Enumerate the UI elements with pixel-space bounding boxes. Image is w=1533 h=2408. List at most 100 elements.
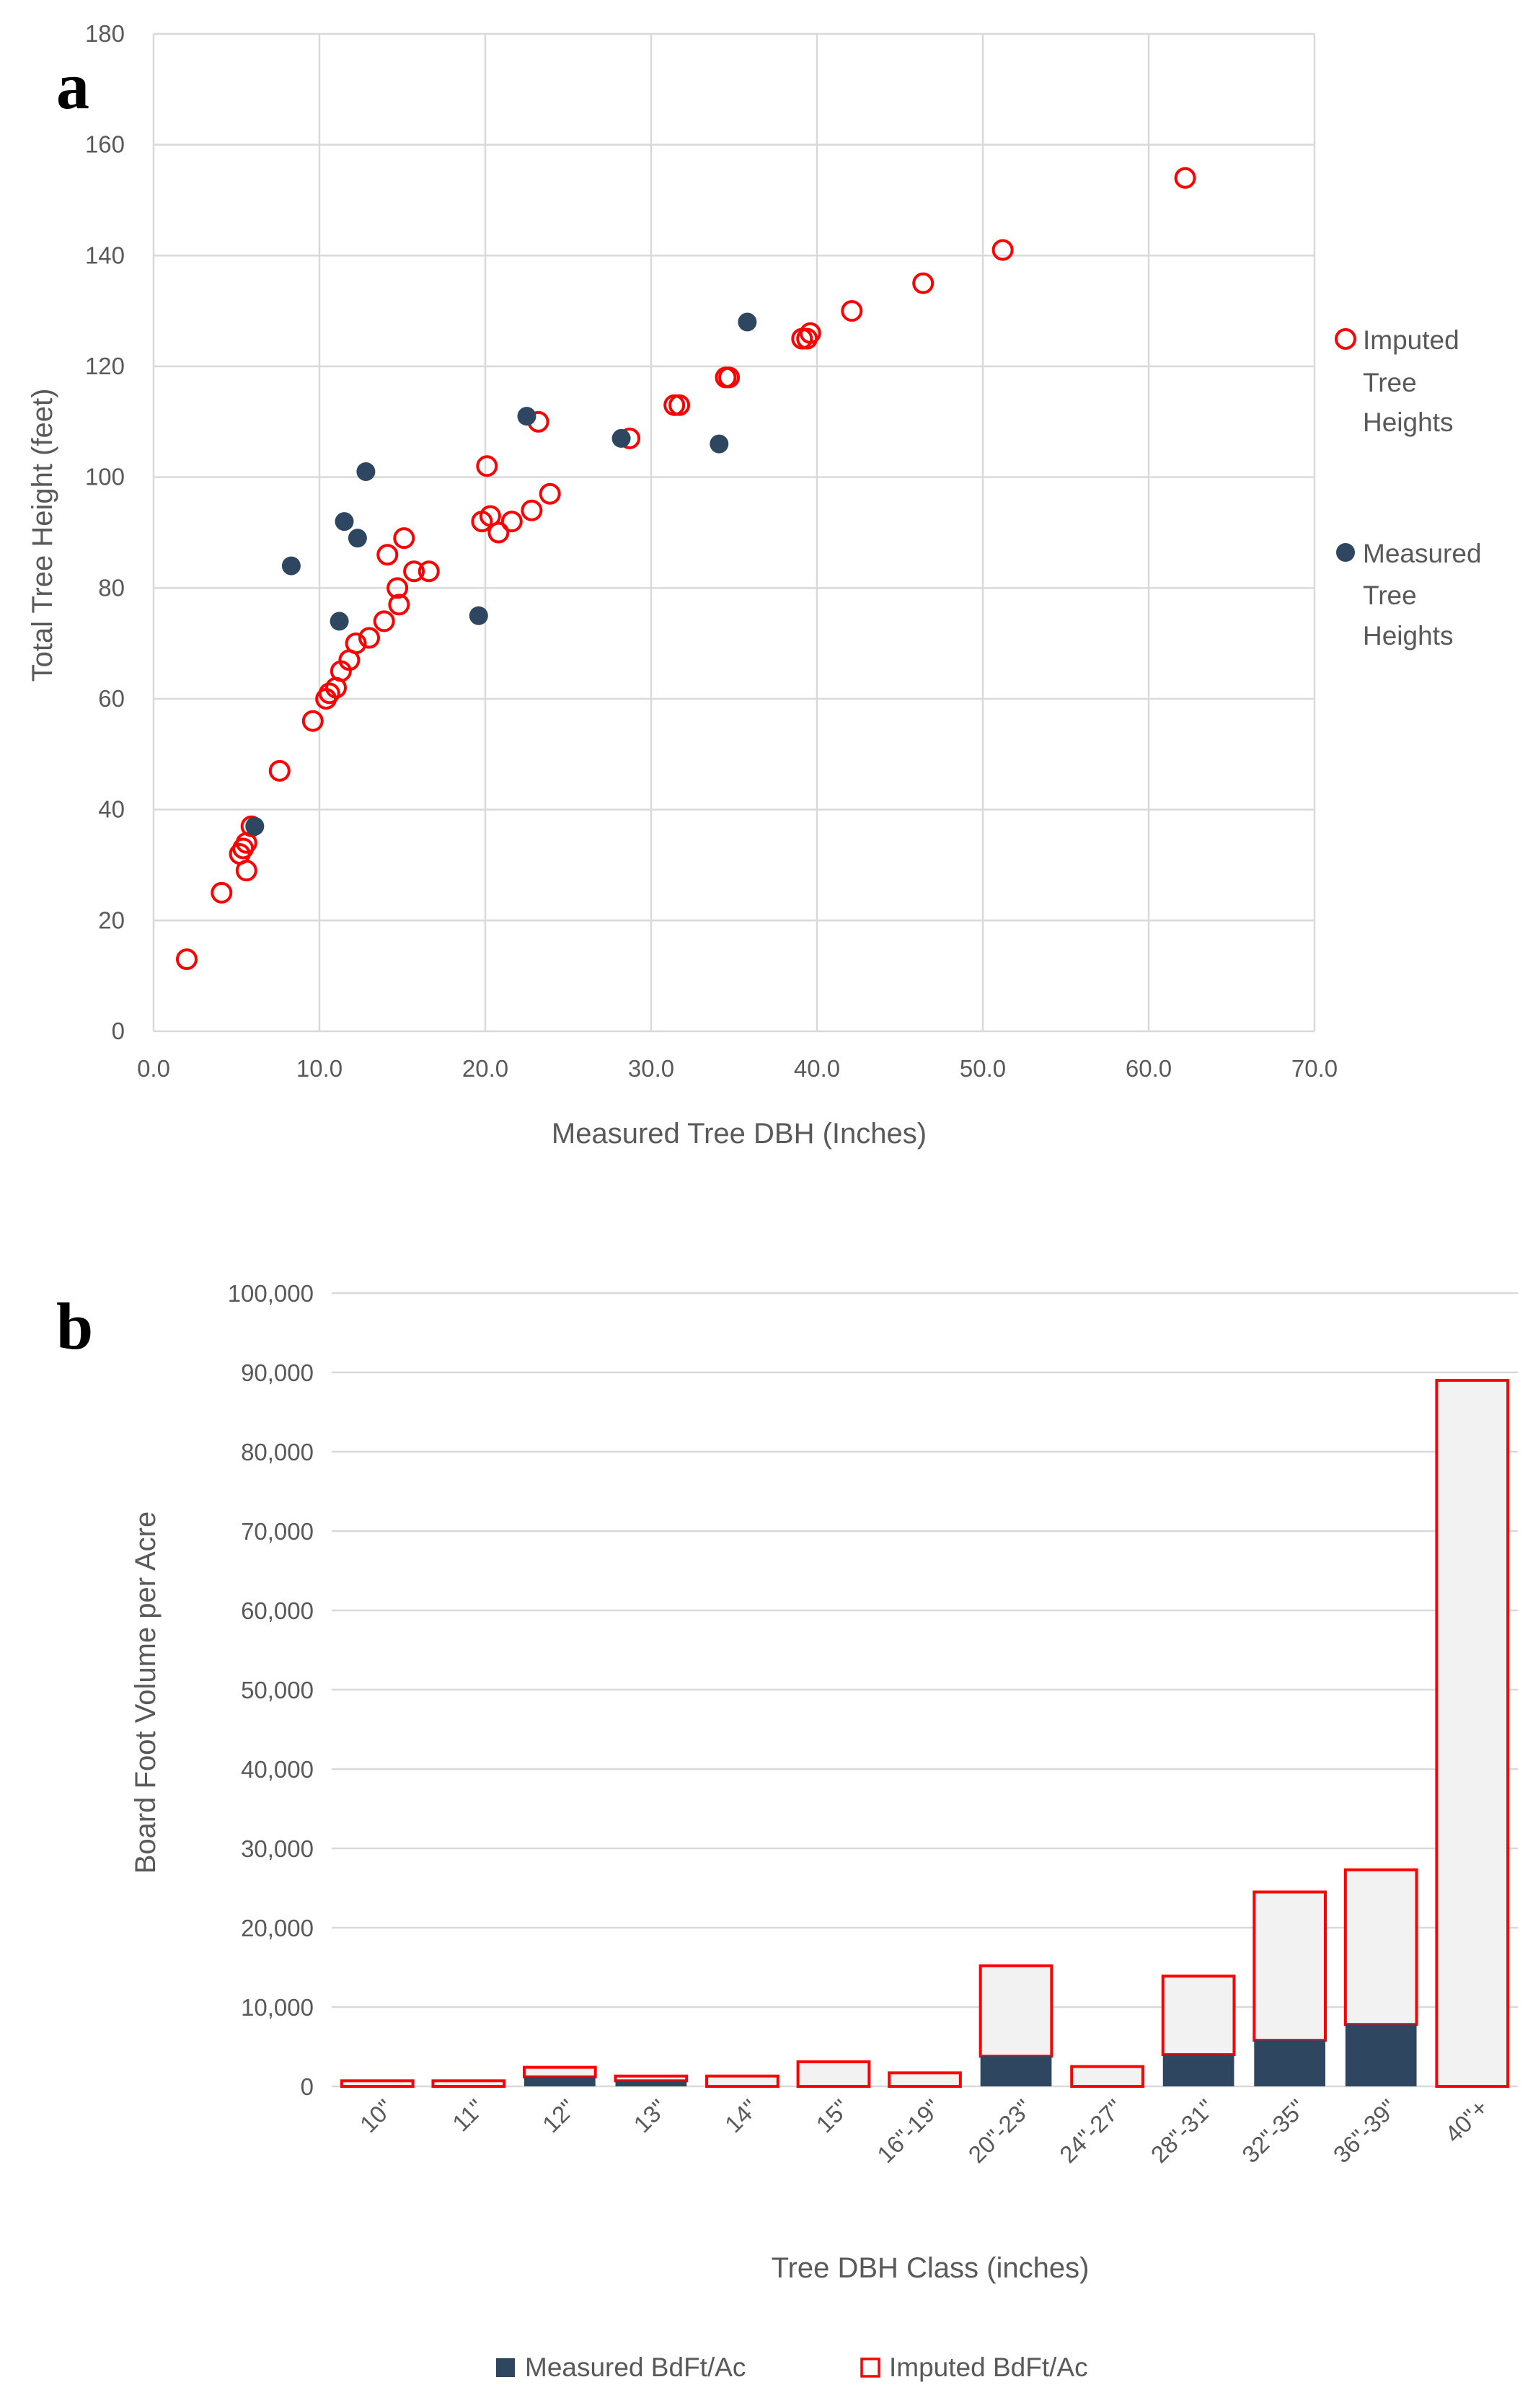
measured-point: [245, 816, 265, 836]
imputed-point: [479, 505, 501, 527]
imputed-point: [345, 632, 367, 655]
scatter-y-tick: 80: [98, 574, 125, 601]
legend-imputed-label: Imputed BdFt/Ac: [889, 2352, 1088, 2382]
legend-measured-line1: Measured: [1363, 539, 1482, 568]
scatter-y-tick: 40: [98, 796, 125, 823]
imputed-point: [388, 594, 410, 616]
bar-x-axis-label: Tree DBH Class (inches): [772, 2252, 1090, 2284]
imputed-point: [211, 881, 233, 904]
measured-bar: [1162, 2055, 1234, 2086]
imputed-point: [539, 482, 561, 505]
imputed-point: [393, 527, 415, 550]
bar-category-label: 32"-35": [1237, 2094, 1310, 2168]
bar-y-tick: 80,000: [241, 1439, 314, 1465]
imputed-point: [799, 322, 821, 344]
legend-imputed-line3: Heights: [1363, 407, 1453, 437]
bar-y-tick: 10,000: [241, 1994, 314, 2021]
measured-point: [348, 529, 367, 548]
scatter-x-tick: 40.0: [794, 1055, 840, 1082]
legend-imputed-swatch: [860, 2358, 880, 2378]
imputed-bar: [1435, 1379, 1510, 2088]
imputed-bar: [614, 2074, 689, 2083]
measured-point: [710, 434, 729, 454]
bar-category-label: 15": [811, 2094, 854, 2138]
legend-imputed-marker: [1335, 328, 1356, 350]
imputed-bar: [1070, 2065, 1144, 2088]
measured-point: [335, 512, 354, 532]
bar-category-labels: 10" 11" 12" 13" 14" 15" 16"-19" 20"-23" 24"-27" 2…: [355, 2094, 1493, 2168]
imputed-bar: [705, 2074, 779, 2088]
measured-point: [330, 612, 349, 631]
scatter-y-tick: 60: [98, 685, 125, 712]
bar-category-label: 12": [537, 2094, 580, 2138]
bar-category-label: 20"-23": [963, 2094, 1037, 2168]
legend-imputed-line1: Imputed: [1363, 325, 1459, 355]
bar-legend: Measured BdFt/Ac Imputed BdFt/Ac: [496, 2352, 1088, 2382]
measured-point: [611, 428, 631, 448]
imputed-point: [500, 511, 523, 533]
imputed-bar: [796, 2060, 871, 2088]
imputed-bar: [522, 2065, 597, 2078]
scatter-legend: Imputed Tree Heights Measured Tree Heigh…: [1335, 325, 1482, 650]
scatter-x-tick: 50.0: [960, 1055, 1006, 1082]
scatter-y-tick: 180: [85, 20, 125, 47]
scatter-y-tick: 100: [85, 464, 125, 490]
scatter-x-tick: 60.0: [1126, 1055, 1172, 1082]
panel-label-b: b: [56, 1289, 93, 1363]
legend-measured-marker: [1336, 543, 1355, 562]
bar-series: [340, 1379, 1510, 2089]
measured-point: [469, 606, 488, 625]
imputed-bar: [1253, 1890, 1327, 2042]
legend-measured-swatch: [496, 2358, 515, 2377]
bar-y-tick: 20,000: [241, 1915, 314, 1941]
scatter-y-axis-label: Total Tree Height (feet): [27, 389, 58, 682]
bar-y-axis-label: Board Foot Volume per Acre: [130, 1512, 162, 1874]
measured-bar: [1345, 2024, 1417, 2086]
imputed-bar: [340, 2079, 415, 2089]
legend-measured-line3: Heights: [1363, 621, 1453, 650]
bar-y-tick: 0: [301, 2073, 314, 2100]
imputed-point: [521, 499, 543, 521]
imputed-point: [386, 577, 409, 599]
imputed-point: [476, 455, 498, 477]
scatter-y-tick: 120: [85, 353, 125, 379]
imputed-point: [841, 300, 863, 322]
bar-y-tick: 90,000: [241, 1359, 314, 1386]
measured-point: [738, 312, 757, 332]
scatter-x-tick: 70.0: [1291, 1055, 1338, 1082]
bar-category-label: 13": [628, 2094, 671, 2138]
scatter-y-tick: 0: [112, 1018, 125, 1044]
scatter-y-tick: 20: [98, 907, 125, 933]
imputed-bar: [1161, 1975, 1236, 2057]
imputed-point: [376, 544, 399, 566]
bar-y-tick: 50,000: [241, 1677, 314, 1703]
scatter-gridlines: [152, 32, 1316, 1033]
scatter-y-tick-labels: 0 20 40 60 80 100 120 140 160 180: [85, 20, 125, 1044]
imputed-bar: [1343, 1868, 1418, 2026]
bar-category-label: 28"-31": [1146, 2094, 1219, 2168]
imputed-bar: [978, 1964, 1053, 2058]
bar-category-label: 40"+: [1440, 2094, 1493, 2148]
imputed-point: [991, 239, 1014, 261]
scatter-points: [176, 167, 1196, 971]
imputed-point: [301, 710, 324, 732]
measured-point: [356, 462, 376, 481]
bar-y-tick: 40,000: [241, 1756, 314, 1783]
scatter-y-tick: 140: [85, 242, 125, 268]
measured-point: [281, 556, 301, 575]
bar-category-label: 11": [447, 2094, 490, 2137]
imputed-point: [318, 682, 340, 705]
scatter-x-tick-labels: 0.0 10.0 20.0 30.0 40.0 50.0 60.0 70.0: [137, 1055, 1338, 1082]
measured-point: [517, 407, 536, 426]
imputed-point: [912, 272, 935, 294]
imputed-point: [268, 759, 291, 782]
imputed-point: [358, 627, 380, 649]
legend-measured-line2: Tree: [1363, 581, 1417, 610]
bar-category-label: 10": [355, 2094, 398, 2138]
bar-category-label: 36"-39": [1328, 2094, 1402, 2168]
measured-bar: [980, 2056, 1052, 2086]
bar-category-label: 16"-19": [872, 2094, 945, 2168]
measured-bar: [523, 2076, 596, 2086]
scatter-x-tick: 0.0: [137, 1055, 170, 1082]
